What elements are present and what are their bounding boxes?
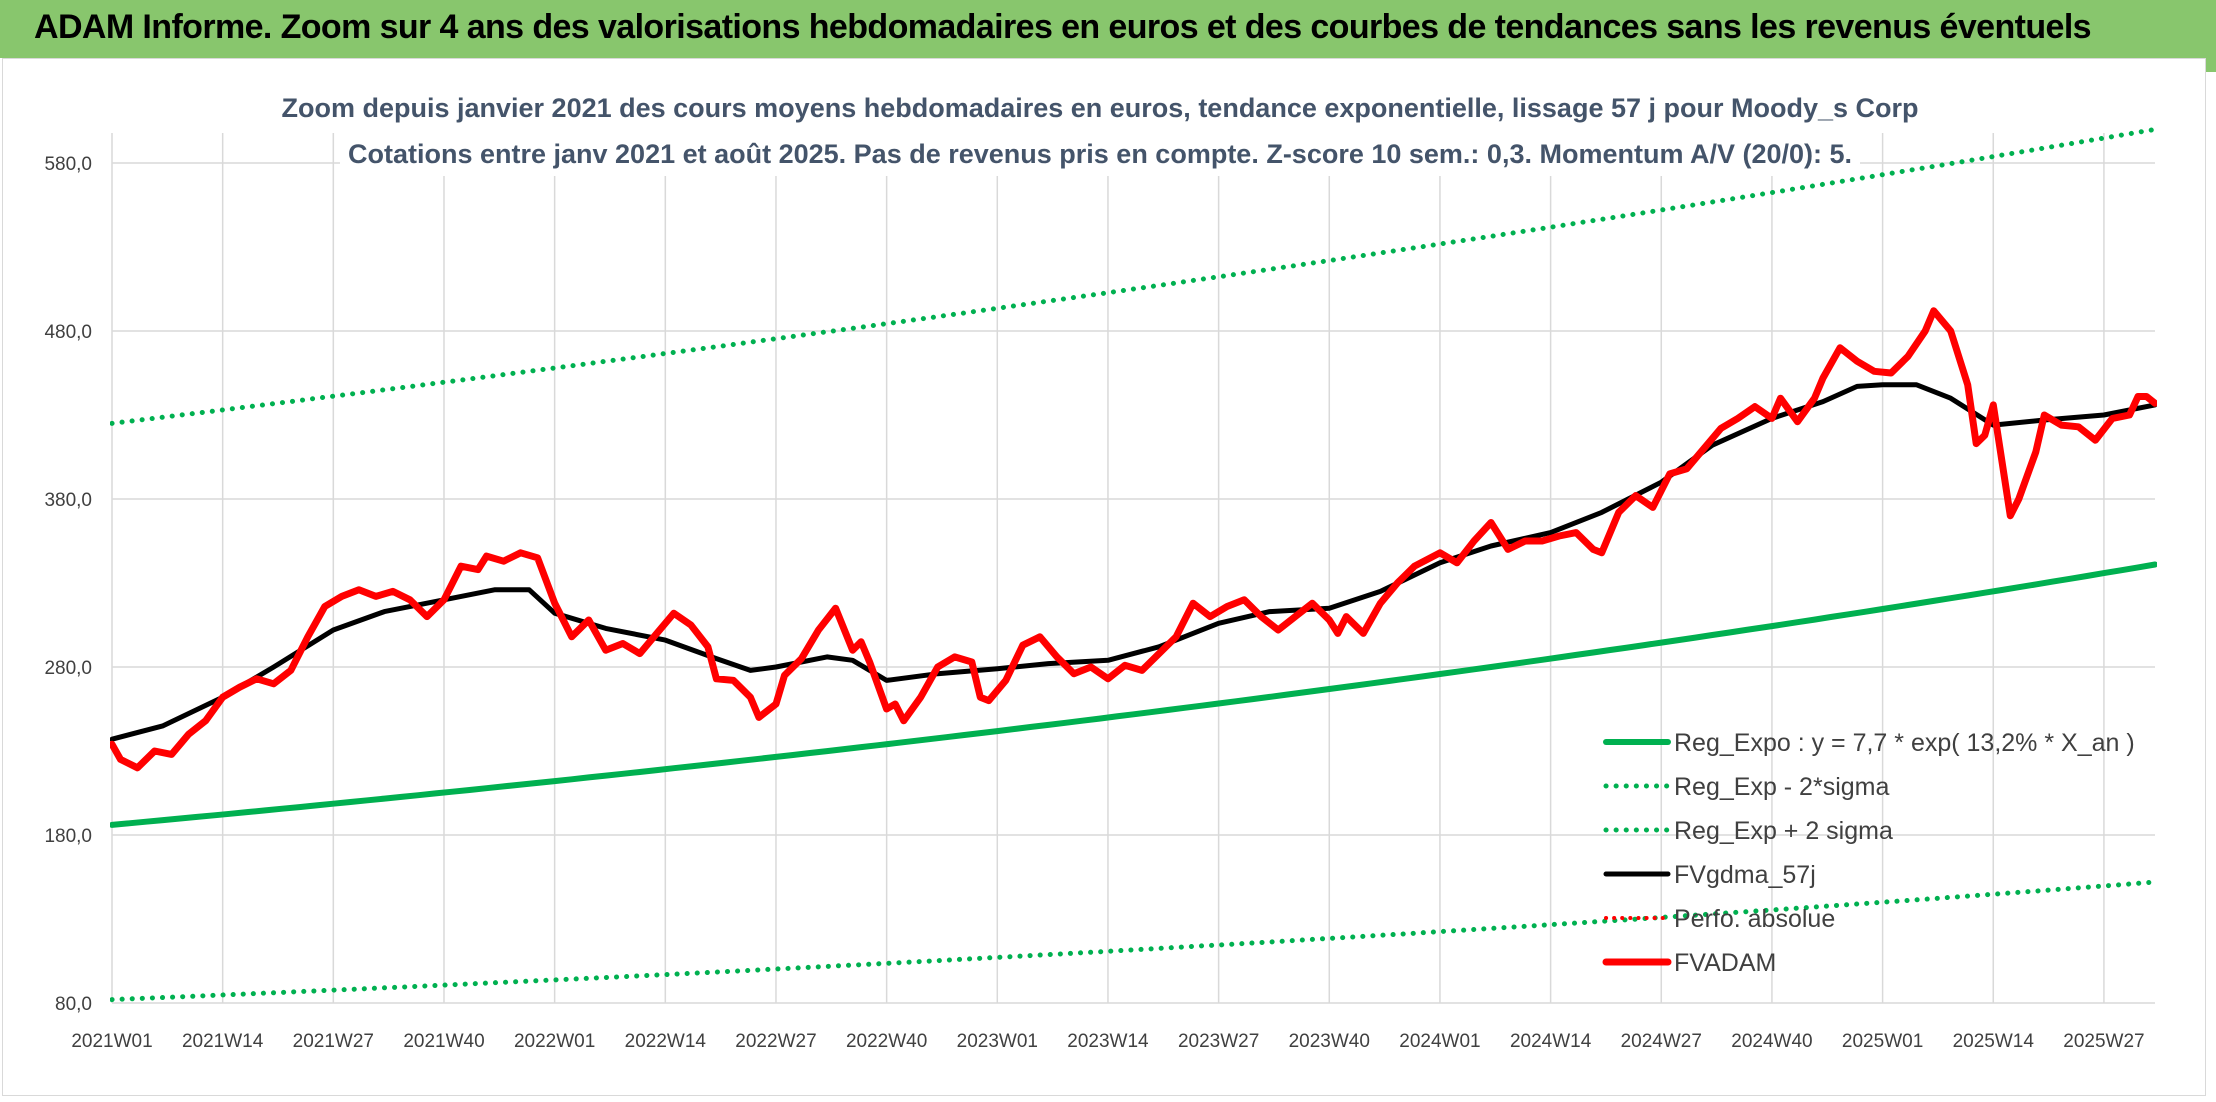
series-lines <box>110 126 2157 1003</box>
x-tick-label: 2025W14 <box>1953 1031 2035 1052</box>
legend-label: FVADAM <box>1674 949 1776 977</box>
x-tick-label: 2021W14 <box>182 1031 264 1052</box>
title-background <box>340 84 1860 176</box>
legend-label: Reg_Exp - 2*sigma <box>1674 773 1889 801</box>
x-tick-label: 2022W01 <box>514 1031 595 1052</box>
y-axis-ticks: 80,0 180,0 280,0 380,0 480,0 580,0 <box>44 154 92 1015</box>
banner-accent <box>2206 58 2216 72</box>
legend-label: Reg_Expo : y = 7,7 * exp( 13,2% * X_an ) <box>1674 729 2135 757</box>
y-tick-label: 80,0 <box>55 994 92 1015</box>
report-title: ADAM Informe. Zoom sur 4 ans des valoris… <box>34 8 2092 46</box>
x-tick-label: 2023W14 <box>1067 1031 1149 1052</box>
x-tick-label: 2025W01 <box>1842 1031 1923 1052</box>
series-line-0 <box>110 561 2157 828</box>
y-tick-label: 280,0 <box>44 658 92 679</box>
legend-label: Reg_Exp + 2 sigma <box>1674 817 1893 845</box>
x-tick-label: 2024W14 <box>1510 1031 1592 1052</box>
x-tick-label: 2022W14 <box>625 1031 707 1052</box>
series-line-5 <box>110 307 2157 772</box>
x-tick-label: 2023W40 <box>1289 1031 1370 1052</box>
x-tick-label: 2023W01 <box>957 1031 1038 1052</box>
x-tick-label: 2022W27 <box>735 1031 816 1052</box>
series-line-2 <box>110 126 2157 426</box>
x-tick-label: 2025W27 <box>2063 1031 2144 1052</box>
y-tick-label: 480,0 <box>44 322 92 343</box>
legend: Reg_Expo : y = 7,7 * exp( 13,2% * X_an )… <box>1602 729 2135 977</box>
y-tick-label: 180,0 <box>44 826 92 847</box>
series-line-3 <box>110 382 2157 742</box>
x-tick-label: 2024W40 <box>1731 1031 1812 1052</box>
report-banner: ADAM Informe. Zoom sur 4 ans des valoris… <box>0 0 2216 58</box>
x-tick-label: 2022W40 <box>846 1031 927 1052</box>
x-tick-label: 2021W01 <box>71 1031 152 1052</box>
gridlines <box>111 133 2155 1004</box>
legend-label: Perfo. absolue <box>1674 905 1835 933</box>
y-tick-label: 380,0 <box>44 490 92 511</box>
x-tick-label: 2021W40 <box>403 1031 484 1052</box>
x-tick-label: 2024W27 <box>1621 1031 1702 1052</box>
chart-title: Zoom depuis janvier 2021 des cours moyen… <box>282 93 1919 123</box>
x-axis-ticks: 2021W01 2021W14 2021W27 2021W40 2022W01 2022W… <box>71 1031 2144 1052</box>
chart-subtitle: Cotations entre janv 2021 et août 2025. … <box>348 139 1852 169</box>
y-tick-label: 580,0 <box>44 154 92 175</box>
series-line-1 <box>110 879 2157 1003</box>
x-tick-label: 2023W27 <box>1178 1031 1259 1052</box>
x-tick-label: 2024W01 <box>1399 1031 1480 1052</box>
legend-label: FVgdma_57j <box>1674 861 1816 889</box>
chart-frame <box>2 58 2206 1096</box>
x-tick-label: 2021W27 <box>293 1031 374 1052</box>
